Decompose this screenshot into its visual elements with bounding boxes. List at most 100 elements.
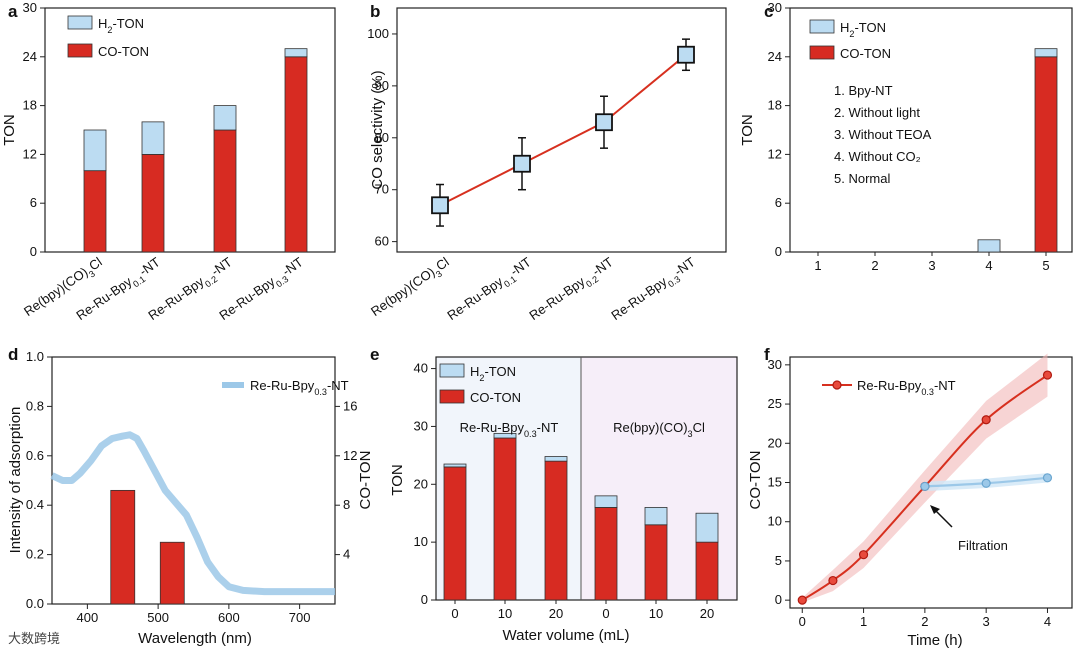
group-label: Re(bpy)(CO)3Cl xyxy=(613,420,705,439)
x-tick-label-f: 4 xyxy=(1044,614,1051,629)
data-point-square xyxy=(431,196,449,215)
y-tick-label-c: 18 xyxy=(768,98,782,113)
bar-h2-ton xyxy=(284,48,308,58)
y-tick-right-label-d: 8 xyxy=(343,497,350,512)
panel-label-b: b xyxy=(370,2,380,21)
y-tick-label-b: 70 xyxy=(375,182,389,197)
bar-h2-ton xyxy=(141,121,165,155)
panel-d-frame xyxy=(51,356,336,605)
y-axis-right-label-d: CO-TON xyxy=(357,451,374,510)
y-tick-label-b: 90 xyxy=(375,78,389,93)
x-axis-label-f: Time (h) xyxy=(907,632,962,649)
bar-h2-ton xyxy=(1034,48,1058,58)
data-point-blue xyxy=(1042,473,1053,483)
bar-co-ton xyxy=(213,129,237,253)
x-tick-label-e: 20 xyxy=(700,606,714,621)
condition-note: 4. Without CO₂ xyxy=(834,149,921,164)
bar-h2-ton xyxy=(213,105,237,131)
y-tick-right-label-d: 16 xyxy=(343,398,357,413)
panel-label-e: e xyxy=(370,345,379,364)
panel-c-frame xyxy=(789,7,1073,253)
group-label: Re-Ru-Bpy0.3-NT xyxy=(460,420,559,439)
bar-co-ton xyxy=(1034,56,1058,253)
x-tick-label-d: 500 xyxy=(147,610,169,625)
x-tick-label-c: 1 xyxy=(814,258,821,273)
y-tick-label-b: 60 xyxy=(375,234,389,249)
condition-note: 3. Without TEOA xyxy=(834,127,932,142)
bar-h2-ton xyxy=(644,507,668,526)
y-tick-label-c: 30 xyxy=(768,0,782,15)
absorption-spectrum-line xyxy=(50,431,335,596)
y-tick-label-d: 0.0 xyxy=(26,596,44,611)
x-axis-label-e: Water volume (mL) xyxy=(503,627,630,644)
data-point-red xyxy=(981,415,991,425)
data-point-square xyxy=(595,113,613,132)
bar-h2-ton xyxy=(544,456,568,462)
data-point-red xyxy=(1042,370,1053,380)
y-tick-label-f: 0 xyxy=(775,592,782,607)
x-tick-label-c: 2 xyxy=(871,258,878,273)
y-tick-label-a: 18 xyxy=(23,98,37,113)
bar-co-ton xyxy=(644,524,668,601)
selectivity-line xyxy=(439,53,687,207)
y-axis-label-e: TON xyxy=(389,464,406,495)
panel-label-c: c xyxy=(764,2,773,21)
legend-swatch-co xyxy=(439,389,465,404)
panel-b-frame xyxy=(396,7,727,253)
y-tick-label-f: 30 xyxy=(768,357,782,372)
watermark-text: 大数跨境 xyxy=(8,631,60,646)
y-tick-label-d: 0.4 xyxy=(26,497,44,512)
x-tick-label-b: Re-Ru-Bpy0.3-NT xyxy=(608,254,700,326)
y-tick-label-d: 0.2 xyxy=(26,547,44,562)
panel-e-frame xyxy=(435,356,738,601)
panel-label-d: d xyxy=(8,345,18,364)
annotation-arrow xyxy=(933,508,953,528)
data-point-square xyxy=(677,45,695,64)
y-axis-label-f: CO-TON xyxy=(747,451,764,510)
x-tick-label-e: 10 xyxy=(649,606,663,621)
legend-label-f: Re-Ru-Bpy0.3-NT xyxy=(857,378,956,397)
panel-label-a: a xyxy=(8,2,18,21)
y-tick-label-f: 15 xyxy=(768,475,782,490)
legend-swatch-h2 xyxy=(439,363,465,378)
y-tick-label-d: 0.6 xyxy=(26,448,44,463)
y-tick-label-f: 25 xyxy=(768,396,782,411)
x-tick-label-e: 10 xyxy=(498,606,512,621)
data-point-blue xyxy=(981,478,991,488)
bar-co-ton xyxy=(443,466,467,601)
y-tick-label-e: 20 xyxy=(414,476,428,491)
y-tick-label-b: 100 xyxy=(367,26,389,41)
y-tick-label-a: 12 xyxy=(23,146,37,161)
x-tick-label-e: 0 xyxy=(451,606,458,621)
condition-note: 2. Without light xyxy=(834,105,920,120)
data-point-red xyxy=(828,575,838,586)
x-tick-label-d: 600 xyxy=(218,610,240,625)
bar-co-ton xyxy=(544,460,568,601)
y-tick-right-label-d: 4 xyxy=(343,547,350,562)
bar-h2-ton xyxy=(83,129,107,172)
legend-label-h2: H2-TON xyxy=(470,364,516,383)
y-tick-label-c: 12 xyxy=(768,146,782,161)
legend-label-co: CO-TON xyxy=(840,46,891,61)
panel-a-frame xyxy=(44,7,336,253)
arrowhead-icon xyxy=(930,505,940,514)
y-tick-label-e: 40 xyxy=(414,361,428,376)
legend-swatch-h2 xyxy=(67,15,93,30)
y-tick-label-e: 0 xyxy=(421,592,428,607)
x-tick-label-e: 20 xyxy=(549,606,563,621)
bar-h2-ton xyxy=(493,432,517,439)
y-tick-label-b: 80 xyxy=(375,130,389,145)
x-tick-label-b: Re-Ru-Bpy0.2-NT xyxy=(526,254,618,326)
bar-h2-ton xyxy=(977,239,1001,253)
legend-label-h2: H2-TON xyxy=(98,16,144,35)
x-tick-label-f: 2 xyxy=(921,614,928,629)
y-tick-label-f: 20 xyxy=(768,435,782,450)
x-tick-label-f: 0 xyxy=(799,614,806,629)
y-tick-label-c: 0 xyxy=(775,244,782,259)
condition-note: 1. Bpy-NT xyxy=(834,83,893,98)
annotation-filtration: Filtration xyxy=(958,538,1008,553)
bar-co-ton xyxy=(695,541,719,601)
x-tick-label-c: 4 xyxy=(985,258,992,273)
x-tick-label-f: 1 xyxy=(860,614,867,629)
